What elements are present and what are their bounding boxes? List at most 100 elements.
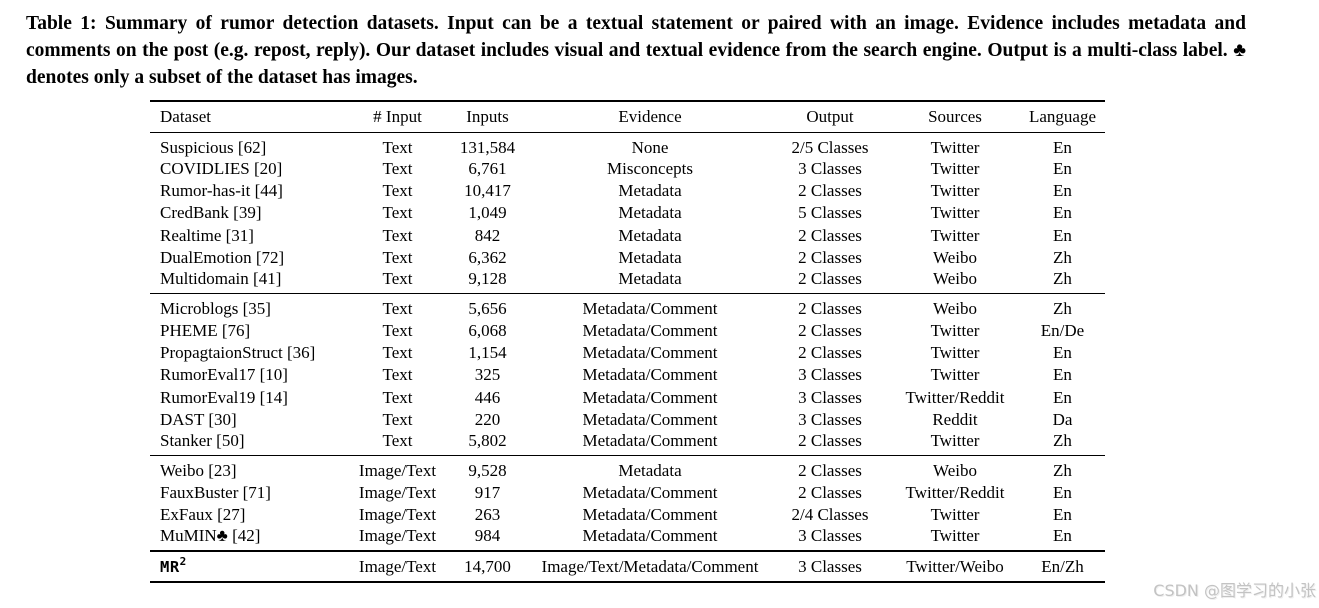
cell-inputs: 1,049 [468,203,507,223]
cell-num-input: Text [382,158,413,178]
table-footer: MR2 Image/Text 14,700 Image/Text/Metadat… [150,550,1105,584]
cell-num-input: Image/Text [358,526,437,546]
cell-language: En/De [1040,320,1085,340]
watermark: CSDN @图学习的小张 [1153,581,1316,600]
cell-inputs: 5,656 [445,293,530,320]
column-header-num-input: # Input [350,101,445,133]
table-caption: Table 1: Summary of rumor detection data… [26,10,1246,91]
cell-inputs: 131,584 [459,137,516,157]
cell-evidence: Misconcepts [607,158,693,178]
cell-sources: Reddit [932,410,978,430]
cell-inputs: 9,528 [445,455,530,482]
datasets-table: Dataset # Input Inputs Evidence Output S… [150,100,1105,584]
cell-output: 2 Classes [798,343,862,363]
cell-language: En [1053,225,1072,245]
cell-output: 2 Classes [798,269,862,289]
cell-dataset: CredBank [39] [160,203,262,223]
cell-output: 3 Classes [798,526,862,546]
table-row: PHEME [76] Text 6,068 Metadata/Comment 2 Cla… [150,319,1105,341]
cell-language: En/Zh [1020,550,1105,584]
cell-evidence: Metadata/Comment [582,320,718,340]
cell-language: En [1053,181,1072,201]
cell-evidence: Metadata/Comment [582,431,718,451]
caption-label: Table 1: [26,13,97,34]
cell-sources: Weibo [890,455,1020,482]
cell-inputs: 5,802 [468,431,507,451]
cell-inputs: 325 [474,365,501,385]
cell-dataset: Suspicious [62] [160,137,267,157]
table-row: Rumor-has-it [44] Text 10,417 Metadata 2 Cla… [150,180,1105,202]
cell-language: En [1053,343,1072,363]
table-row: Stanker [50] Text 5,802 Metadata/Comment 2 C… [150,431,1105,456]
column-header-evidence: Evidence [530,101,770,133]
cell-num-input: Image/Text [350,455,445,482]
cell-inputs: 220 [474,410,501,430]
cell-output: 2 Classes [798,320,862,340]
cell-language: Zh [1053,269,1072,289]
mr2-superscript: 2 [179,555,187,569]
cell-evidence: Metadata/Comment [582,504,718,524]
cell-evidence: None [631,137,669,157]
cell-num-input: Image/Text [358,482,437,502]
cell-language: En [1053,158,1072,178]
cell-dataset: RumorEval17 [10] [160,365,288,385]
cell-evidence: Metadata/Comment [582,482,718,502]
cell-num-input: Image/Text [358,504,437,524]
cell-evidence: Metadata/Comment [530,293,770,320]
cell-dataset: Realtime [31] [160,225,254,245]
cell-language: En [1053,365,1072,385]
cell-dataset: MR2 [150,550,350,584]
cell-inputs: 6,362 [468,248,507,268]
cell-evidence: Metadata [618,203,682,223]
cell-dataset: Weibo [23] [150,455,350,482]
cell-sources: Twitter/Weibo [890,550,1020,584]
cell-output: 2 Classes [770,293,890,320]
cell-inputs: 446 [474,387,501,407]
caption-text: Summary of rumor detection datasets. Inp… [26,13,1246,88]
cell-sources: Twitter [930,431,980,451]
cell-num-input: Text [382,181,413,201]
cell-dataset: RumorEval19 [14] [160,387,288,407]
cell-dataset: ExFaux [27] [160,504,246,524]
cell-output: 3 Classes [798,365,862,385]
cell-num-input: Text [382,431,413,451]
cell-evidence: Metadata [618,269,682,289]
cell-num-input: Text [382,343,413,363]
cell-num-input: Text [382,365,413,385]
cell-inputs: 917 [474,482,501,502]
cell-sources: Twitter [930,203,980,223]
cell-language: En [1053,137,1072,157]
cell-num-input: Text [382,137,413,157]
cell-num-input: Text [382,225,413,245]
cell-output: 5 Classes [798,203,862,223]
cell-sources: Twitter [930,504,980,524]
column-header-sources: Sources [890,101,1020,133]
cell-num-input: Text [382,203,413,223]
cell-sources: Twitter [930,365,980,385]
table-row: FauxBuster [71] Image/Text 917 Metadata/Com… [150,481,1105,503]
cell-sources: Weibo [890,293,1020,320]
cell-language: En [1053,504,1072,524]
cell-sources: Twitter/Reddit [905,387,1005,407]
table-row: MuMIN♣ [42] Image/Text 984 Metadata/Comment… [150,526,1105,551]
cell-num-input: Image/Text [350,550,445,584]
cell-inputs: 984 [474,526,501,546]
cell-output: 3 Classes [798,410,862,430]
table-row: COVIDLIES [20] Text 6,761 Misconcepts 3 Clas… [150,158,1105,180]
cell-output: 2 Classes [798,248,862,268]
table-row-mr2: MR2 Image/Text 14,700 Image/Text/Metadat… [150,550,1105,584]
cell-dataset: COVIDLIES [20] [160,158,283,178]
cell-dataset: PHEME [76] [160,320,251,340]
table-container: Dataset # Input Inputs Evidence Output S… [150,100,1105,584]
cell-language: Zh [1053,431,1072,451]
cell-language: En [1053,526,1072,546]
cell-sources: Twitter [930,181,980,201]
cell-language: Zh [1020,455,1105,482]
cell-sources: Twitter [930,158,980,178]
cell-sources: Weibo [933,269,977,289]
mr2-dataset-name: MR2 [160,555,187,577]
cell-num-input: Text [382,320,413,340]
cell-dataset: FauxBuster [71] [160,482,271,502]
cell-num-input: Text [350,293,445,320]
